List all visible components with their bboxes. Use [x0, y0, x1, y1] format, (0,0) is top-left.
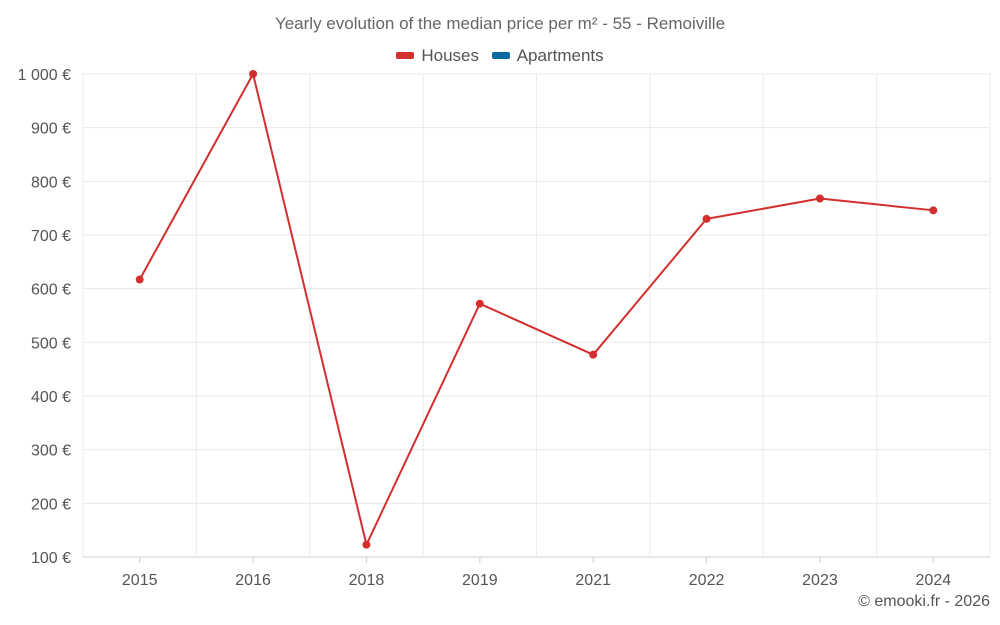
data-point-houses-2021 [589, 350, 598, 359]
y-tick-label: 500 € [31, 335, 71, 352]
credit-text: © emooki.fr - 2026 [858, 593, 990, 610]
y-tick-label: 400 € [31, 389, 71, 406]
chart-title: Yearly evolution of the median price per… [274, 14, 726, 33]
y-tick-label: 600 € [31, 282, 71, 299]
x-tick-label: 2021 [575, 572, 611, 589]
x-tick-label: 2018 [349, 572, 385, 589]
series-line-houses [138, 73, 934, 546]
x-axis: 2015 2016 2018 2019 2021 2022 2023 2024 [83, 556, 990, 589]
x-tick-label: 2019 [462, 572, 498, 589]
x-tick-label: 2015 [122, 572, 158, 589]
y-tick-label: 800 € [31, 174, 71, 191]
legend-swatch-apartments [491, 52, 510, 59]
chart-legend: Houses Apartments [0, 44, 1000, 66]
legend-item-houses[interactable]: Houses [396, 46, 479, 66]
y-tick-label: 900 € [31, 121, 71, 138]
y-tick-label: 200 € [31, 496, 71, 513]
series-layer [135, 70, 938, 549]
grid-lines [82, 73, 991, 558]
x-tick-label: 2022 [689, 572, 725, 589]
data-point-houses-2019 [475, 299, 484, 308]
legend-label-apartments: Apartments [516, 45, 604, 65]
y-tick-label: 100 € [31, 550, 71, 567]
y-tick-label: 1 000 € [18, 67, 71, 84]
data-point-houses-2015 [135, 275, 144, 284]
data-point-houses-2018 [362, 540, 371, 549]
y-axis: 100 € 200 € 300 € 400 € 500 € 600 € 700 € 800 €… [18, 67, 71, 567]
x-tick-label: 2023 [802, 572, 838, 589]
data-point-houses-2022 [702, 214, 711, 223]
x-tick-label: 2024 [916, 572, 952, 589]
data-point-houses-2024 [929, 206, 938, 215]
legend-swatch-houses [396, 52, 415, 59]
data-point-houses-2023 [815, 194, 824, 203]
data-point-houses-2016 [249, 70, 258, 78]
x-tick-label: 2016 [235, 572, 271, 589]
y-tick-label: 700 € [31, 228, 71, 245]
legend-label-houses: Houses [421, 45, 479, 65]
y-tick-label: 300 € [31, 443, 71, 460]
legend-item-apartments[interactable]: Apartments [491, 45, 604, 66]
